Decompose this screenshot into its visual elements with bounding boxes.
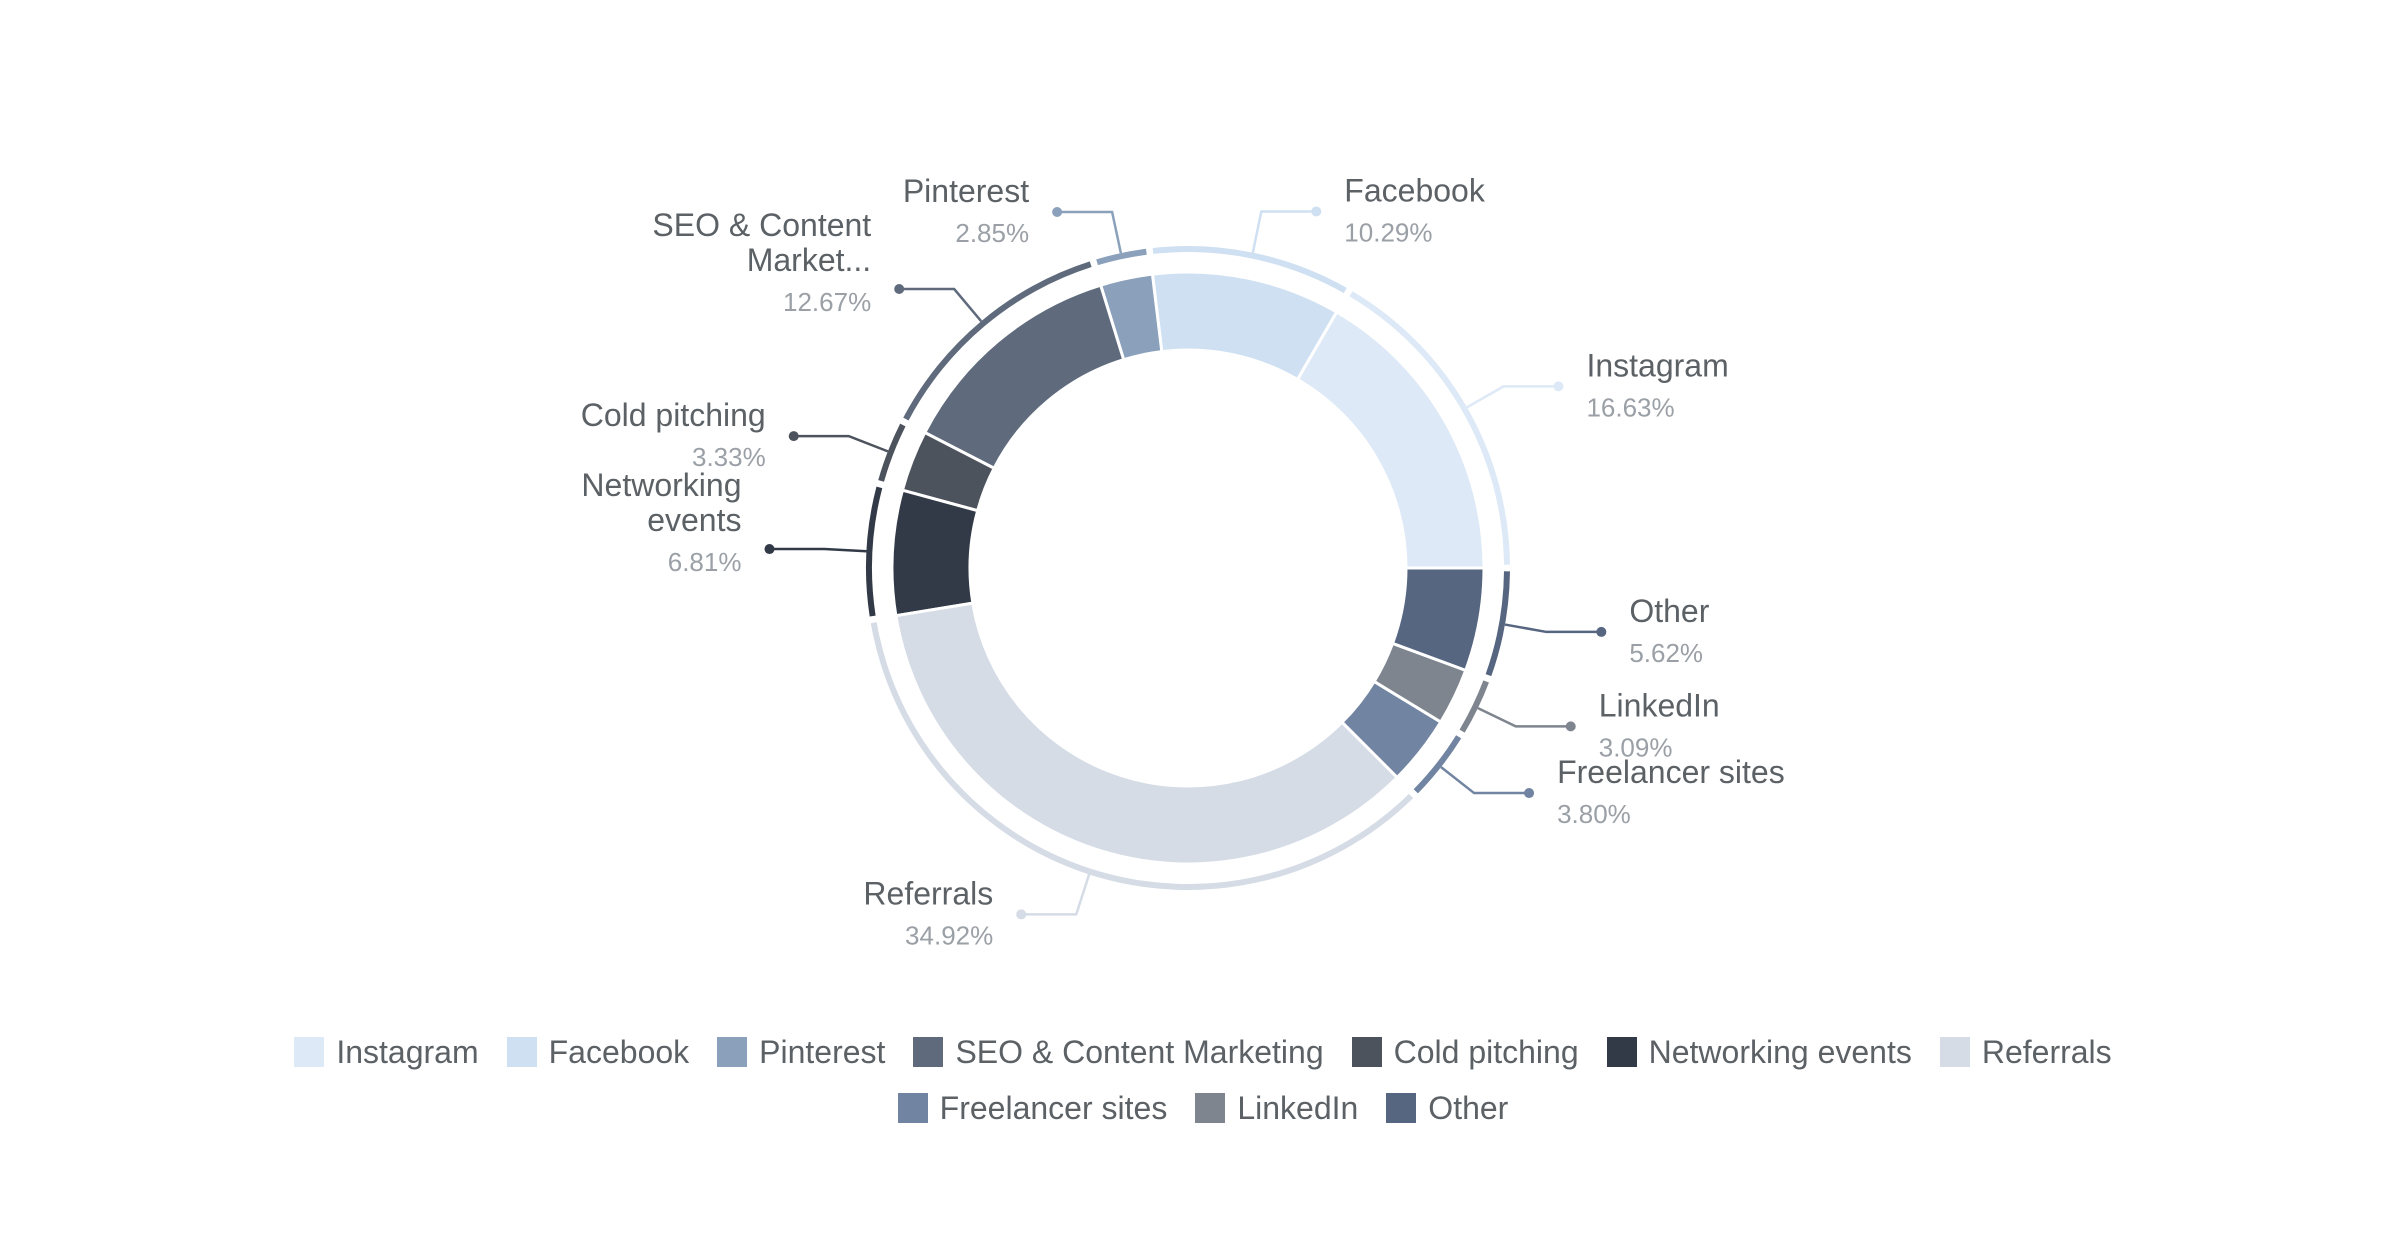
leader-dot-networking-events (764, 544, 775, 555)
legend-swatch-freelancer-sites (897, 1093, 928, 1123)
outer-ring (866, 245, 1510, 890)
legend-swatch-cold-pitching (1351, 1037, 1382, 1067)
leader-dot-pinterest (1052, 206, 1063, 217)
slice-label-freelancer-sites: Freelancer sites (1557, 754, 1785, 790)
legend-swatch-instagram (294, 1037, 325, 1067)
slice-value-networking-events: 6.81% (668, 547, 742, 577)
slice-value-freelancer-sites: 3.80% (1557, 799, 1631, 829)
legend-label-seo-and-content-marketing: SEO & Content Marketing (955, 1033, 1324, 1070)
slice-value-facebook: 10.29% (1344, 217, 1432, 247)
slice-label-pinterest: Pinterest (903, 173, 1029, 209)
slice-labels: Instagram 16.63% Facebook 10.29% Pinterest 2.… (581, 172, 1785, 950)
slice-value-seo-and-content-marketing: 12.67% (783, 287, 871, 317)
ring-networking-events (866, 486, 883, 617)
legend-label-cold-pitching: Cold pitching (1393, 1033, 1579, 1070)
leader-linkedin (1477, 706, 1571, 728)
legend-label-freelancer-sites: Freelancer sites (939, 1089, 1168, 1126)
ring-other (1485, 571, 1510, 677)
legend-label-pinterest: Pinterest (759, 1033, 886, 1070)
legend-label-facebook: Facebook (548, 1033, 690, 1070)
legend-swatch-seo-and-content-marketing (913, 1037, 944, 1067)
leader-dot-freelancer-sites (1524, 788, 1535, 799)
slice-seo-and-content-marketing[interactable] (922, 283, 1126, 471)
legend-swatch-pinterest (717, 1037, 748, 1067)
leader-dot-cold-pitching (788, 431, 799, 442)
slice-value-cold-pitching: 3.33% (692, 442, 766, 472)
ring-facebook (1152, 245, 1347, 294)
slice-label-cold-pitching: Cold pitching (581, 397, 766, 433)
legend-item-networking-events[interactable]: Networking events (1606, 1033, 1912, 1070)
leader-referrals (1021, 874, 1091, 916)
legend-swatch-facebook (506, 1037, 537, 1067)
legend-swatch-referrals (1939, 1037, 1970, 1067)
leader-networking-events (769, 547, 867, 553)
ring-linkedin (1459, 680, 1489, 733)
slice-label-networking-events-line-2: events (647, 502, 741, 538)
legend-item-other[interactable]: Other (1386, 1089, 1509, 1126)
slice-label-linkedin: LinkedIn (1599, 687, 1720, 723)
slice-value-linkedin: 3.09% (1599, 732, 1673, 762)
legend-item-cold-pitching[interactable]: Cold pitching (1351, 1033, 1579, 1070)
legend-label-linkedin: LinkedIn (1237, 1089, 1359, 1126)
slice-label-networking-events-line-1: Networking (581, 467, 741, 503)
slice-label-facebook: Facebook (1344, 172, 1486, 208)
legend-item-facebook[interactable]: Facebook (506, 1033, 690, 1070)
legend-item-linkedin[interactable]: LinkedIn (1195, 1089, 1359, 1126)
donut-slices (890, 270, 1486, 866)
slice-other[interactable] (1390, 566, 1486, 673)
legend-label-networking-events: Networking events (1648, 1033, 1912, 1070)
slice-label-seo-and-content-marketing-line-1: SEO & Content (652, 207, 871, 243)
leader-dot-linkedin (1565, 721, 1576, 732)
slice-value-referrals: 34.92% (905, 920, 993, 950)
legend-label-other: Other (1428, 1089, 1509, 1126)
legend-label-instagram: Instagram (336, 1033, 479, 1070)
slice-label-referrals: Referrals (863, 875, 993, 911)
slice-instagram[interactable] (1295, 309, 1486, 570)
leader-seo-and-content-marketing (899, 287, 983, 323)
slice-label-seo-and-content-marketing-line-2: Market... (747, 242, 871, 278)
ring-cold-pitching (878, 423, 906, 482)
ring-instagram (1349, 291, 1510, 565)
legend-item-referrals[interactable]: Referrals (1939, 1033, 2112, 1070)
slice-value-instagram: 16.63% (1586, 392, 1674, 422)
legend-item-instagram[interactable]: Instagram (294, 1033, 479, 1070)
legend-item-freelancer-sites[interactable]: Freelancer sites (897, 1089, 1168, 1126)
legend-item-seo-and-content-marketing[interactable]: SEO & Content Marketing (913, 1033, 1324, 1070)
legend-label-referrals: Referrals (1981, 1033, 2112, 1070)
legend-item-pinterest[interactable]: Pinterest (717, 1033, 886, 1070)
legend-swatch-other (1386, 1093, 1417, 1123)
leader-freelancer-sites (1440, 766, 1530, 795)
legend-swatch-linkedin (1195, 1093, 1226, 1123)
leader-lines (764, 206, 1607, 920)
leader-facebook (1251, 210, 1317, 253)
leader-dot-referrals (1016, 909, 1027, 920)
slice-referrals[interactable] (894, 601, 1400, 866)
leader-cold-pitching (793, 434, 889, 453)
leader-dot-seo-and-content-marketing (894, 284, 905, 295)
ring-freelancer-sites (1413, 735, 1462, 794)
slice-networking-events[interactable] (890, 488, 980, 618)
slice-value-pinterest: 2.85% (955, 218, 1029, 248)
leader-instagram (1466, 385, 1559, 409)
donut-chart: Instagram 16.63% Facebook 10.29% Pinterest 2.… (581, 172, 1785, 950)
slice-label-other: Other (1629, 593, 1709, 629)
legend: Instagram Facebook Pinterest SEO & Content … (150, 1033, 2256, 1126)
leader-pinterest (1057, 210, 1123, 254)
slice-label-instagram: Instagram (1586, 347, 1728, 383)
leader-dot-other (1596, 626, 1607, 637)
slice-value-other: 5.62% (1629, 638, 1703, 668)
legend-swatch-networking-events (1606, 1037, 1637, 1067)
leader-other (1504, 623, 1602, 634)
ring-pinterest (1096, 248, 1147, 266)
leader-dot-instagram (1553, 381, 1564, 392)
leader-dot-facebook (1311, 206, 1322, 217)
